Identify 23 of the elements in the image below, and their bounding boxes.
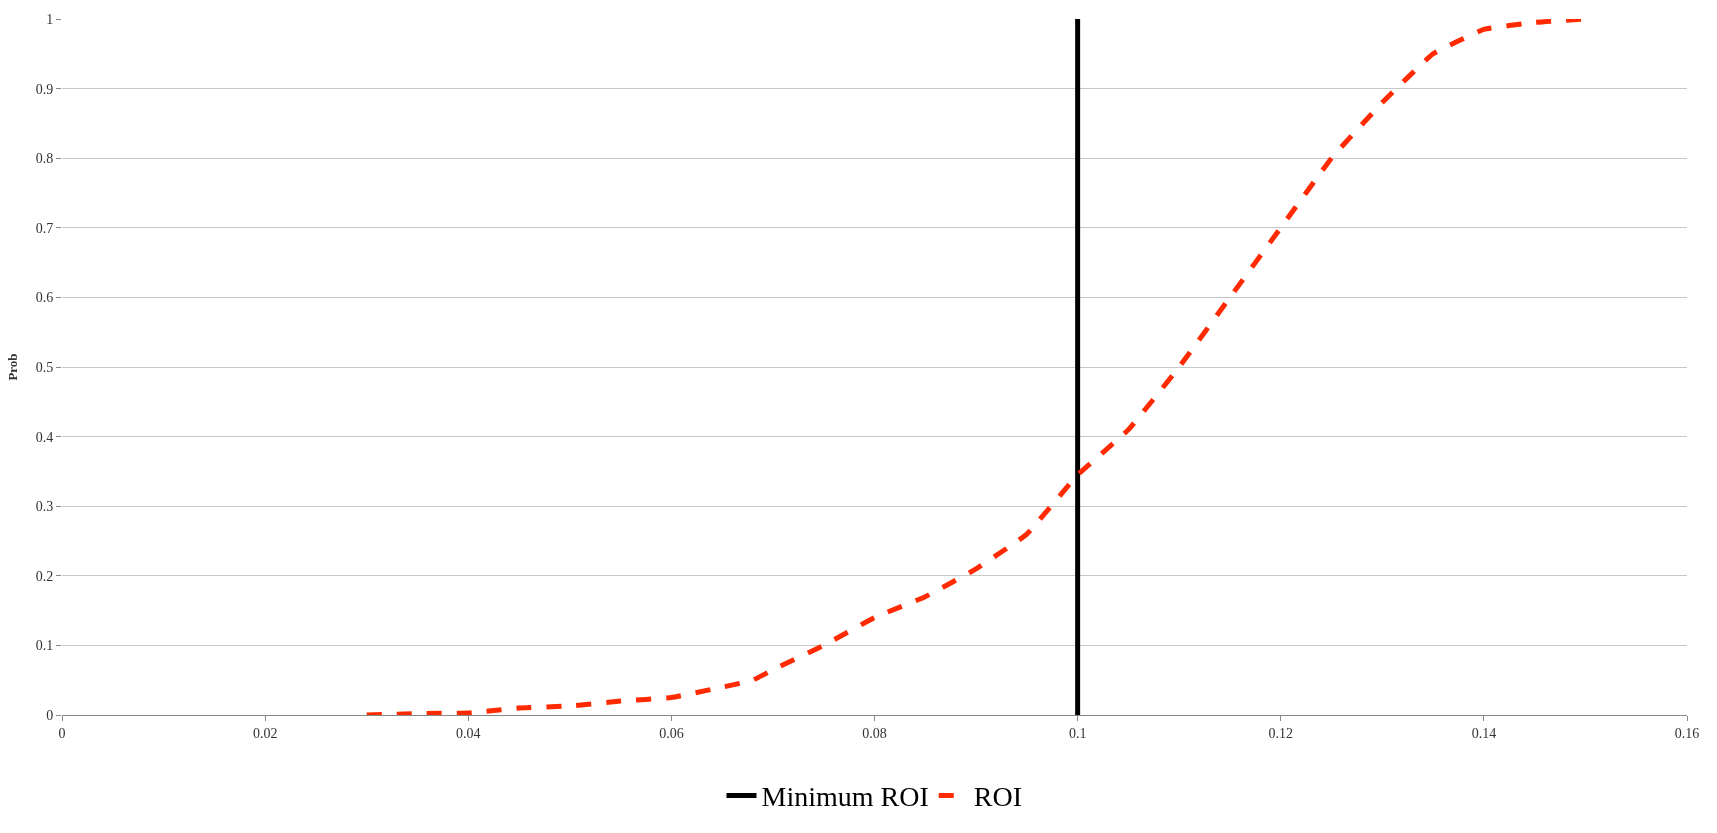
x-tick-label: 0.16: [1674, 725, 1700, 741]
x-tick-label: 0: [58, 725, 66, 741]
y-tick-label: 0.4: [35, 429, 54, 445]
x-tick-label: 0.04: [456, 725, 481, 741]
x-tick-label: 0.02: [252, 725, 278, 741]
y-tick-label: 0.2: [35, 568, 54, 584]
y-axis-title: Prob: [4, 353, 20, 381]
y-tick-label: 0.5: [35, 359, 54, 375]
x-tick-label: 0.14: [1471, 725, 1497, 741]
x-tick-label: 0.12: [1268, 725, 1293, 741]
y-tick-label: 0.7: [35, 220, 54, 236]
y-tick-label: 0.8: [35, 151, 54, 167]
x-tick-label: 0.08: [862, 725, 887, 741]
legend-label: ROI: [973, 781, 1022, 813]
y-tick-label: 0: [46, 707, 54, 723]
y-tick-label: 0.1: [35, 638, 54, 654]
x-tick-label: 0.1: [1068, 725, 1087, 741]
legend-label: Minimum ROI: [761, 781, 929, 813]
y-tick-label: 0.3: [35, 499, 54, 515]
y-tick-label: 0.6: [35, 290, 54, 306]
x-tick-label: 0.06: [659, 725, 684, 741]
y-tick-label: 1: [46, 11, 54, 27]
y-tick-label: 0.9: [35, 81, 54, 97]
